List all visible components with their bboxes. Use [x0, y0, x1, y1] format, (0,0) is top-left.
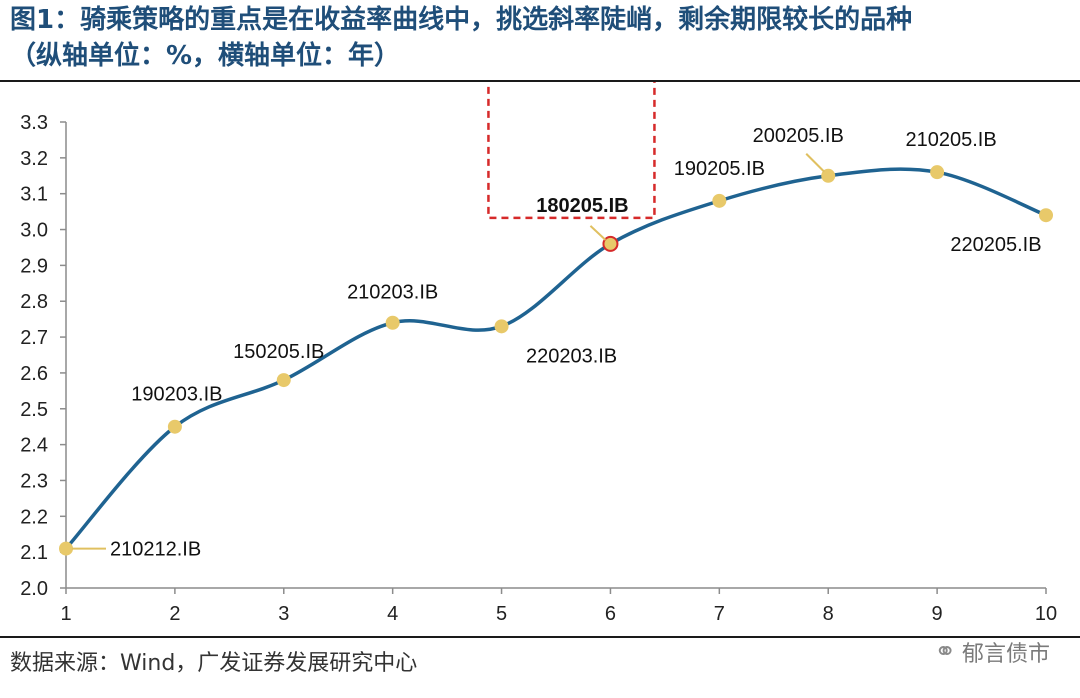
data-point-label: 190203.IB: [131, 384, 222, 406]
x-tick-label: 2: [169, 603, 180, 625]
x-tick-label: 5: [496, 603, 507, 625]
x-tick-label: 6: [605, 603, 616, 625]
data-point-marker: [821, 168, 836, 183]
bottom-divider: [0, 636, 1080, 638]
y-tick-label: 2.7: [20, 327, 48, 349]
chart-title: 图1：骑乘策略的重点是在收益率曲线中，挑选斜率陡峭，剩余期限较长的品种 （纵轴单…: [10, 2, 1075, 74]
yield-curve-chart: 2.0 2.1 2.2 2.3 2.4 2.5 2.6 2.7 2.8 2.9 3.0 3.1 3.2 3…: [20, 82, 1057, 625]
y-tick-label: 3.3: [20, 112, 48, 134]
highlight-point-marker: [602, 235, 619, 252]
data-point-label: 210205.IB: [906, 129, 997, 151]
data-point-label: 150205.IB: [233, 341, 324, 363]
highlight-box: [487, 82, 656, 220]
data-point-marker: [494, 319, 509, 334]
x-tick-label: 8: [823, 603, 834, 625]
y-tick-label: 2.8: [20, 291, 48, 313]
source-note: 数据来源：Wind，广发证券发展研究中心: [10, 651, 418, 676]
y-tick-label: 2.1: [20, 542, 48, 564]
y-tick-label: 2.0: [20, 578, 48, 600]
series-line-group: [64, 167, 1048, 551]
axes: 2.0 2.1 2.2 2.3 2.4 2.5 2.6 2.7 2.8 2.9 3.0 3.1 3.2 3…: [20, 112, 1057, 625]
data-point-label: 220205.IB: [950, 234, 1041, 256]
title-line-1: 图1：骑乘策略的重点是在收益率曲线中，挑选斜率陡峭，剩余期限较长的品种: [10, 5, 913, 35]
y-tick-label: 2.9: [20, 255, 48, 277]
point-labels-group: 210212.IB 190203.IB 150205.IB 210203.IB 2202…: [72, 125, 1042, 561]
watermark: ⚭ 郁言债市: [934, 636, 1050, 668]
x-tick-label: 4: [387, 603, 398, 625]
x-tick-label: 3: [278, 603, 289, 625]
top-divider: [0, 80, 1080, 82]
data-point-marker: [385, 315, 400, 330]
x-tick-label: 10: [1035, 603, 1057, 625]
data-point-label: 210203.IB: [347, 282, 438, 304]
data-point-marker: [930, 165, 945, 180]
data-point-label: 220203.IB: [526, 345, 617, 367]
watermark-text: 郁言债市: [961, 642, 1050, 667]
data-point-label: 190205.IB: [674, 158, 765, 180]
y-tick-label: 3.2: [20, 148, 48, 170]
y-tick-label: 3.0: [20, 220, 48, 242]
data-point-marker: [167, 419, 182, 434]
y-tick-label: 3.1: [20, 184, 48, 206]
highlight-box-group: [487, 82, 656, 220]
y-tick-label: 2.2: [20, 506, 48, 528]
data-point-label: 210212.IB: [110, 539, 201, 561]
y-tick-label: 2.3: [20, 470, 48, 492]
data-point-marker: [1039, 208, 1053, 223]
highlight-point-label: 180205.IB: [536, 195, 628, 217]
wechat-icon: ⚭: [934, 637, 956, 667]
data-point-marker: [59, 541, 73, 556]
y-tick-label: 2.4: [20, 435, 48, 457]
y-tick-label: 2.6: [20, 363, 48, 385]
series-line: [64, 167, 1048, 551]
x-tick-label: 7: [714, 603, 725, 625]
label-leader-line: [805, 153, 825, 173]
data-point-marker: [712, 193, 727, 208]
data-point-marker: [276, 373, 291, 388]
markers-group: [59, 165, 1053, 556]
title-line-2: （纵轴单位：%，横轴单位：年）: [10, 41, 401, 71]
x-tick-label: 1: [60, 603, 71, 625]
x-tick-label: 9: [932, 603, 943, 625]
data-point-label: 200205.IB: [753, 125, 844, 147]
label-leader-line: [589, 225, 607, 241]
y-tick-label: 2.5: [20, 399, 48, 421]
